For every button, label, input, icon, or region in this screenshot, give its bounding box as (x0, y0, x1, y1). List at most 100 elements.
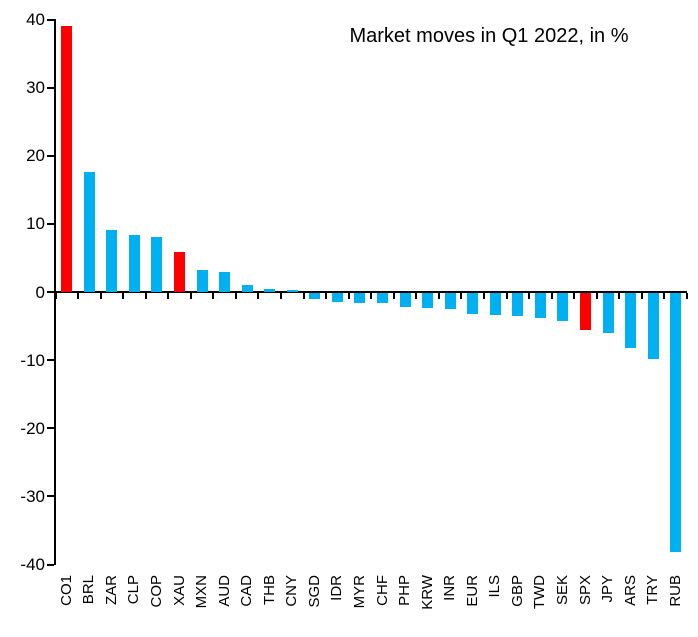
bar-zar (106, 230, 118, 292)
x-axis-label-eur: EUR (463, 575, 481, 607)
bar-spx (580, 293, 591, 330)
y-axis-tick (46, 18, 54, 21)
bar-aud (219, 271, 231, 292)
y-axis-tick (46, 427, 54, 430)
x-axis-label-gbp: GBP (508, 575, 526, 607)
bar-sgd (309, 293, 321, 300)
x-axis-label-clp: CLP (125, 575, 143, 605)
x-axis-tick (280, 293, 283, 299)
x-axis-tick (370, 293, 373, 299)
bar-eur (467, 293, 479, 315)
bar-cad (241, 285, 253, 292)
bar-krw (422, 293, 434, 308)
x-axis-tick (437, 293, 440, 299)
bar-ars (625, 293, 637, 348)
x-axis-tick (189, 293, 192, 299)
bar-mxn (196, 269, 208, 292)
x-axis-tick (77, 293, 80, 299)
x-axis-label-thb: THB (260, 575, 278, 605)
bar-cop (151, 236, 163, 292)
x-axis-label-idr: IDR (328, 575, 346, 601)
x-axis-tick (528, 293, 531, 299)
x-axis-tick (167, 293, 170, 299)
x-axis-tick (573, 293, 576, 299)
x-axis-label-php: PHP (396, 575, 414, 606)
y-axis-tick-label: 10 (26, 214, 45, 234)
x-axis-tick (483, 293, 486, 299)
y-axis-tick-label: -30 (20, 486, 45, 506)
bar-rub (670, 293, 682, 552)
y-axis-tick (46, 86, 54, 89)
x-axis-tick (212, 293, 215, 299)
bar-myr (354, 293, 366, 303)
x-axis-tick (144, 293, 147, 299)
bar-thb (264, 288, 276, 292)
y-axis-tick-label: 0 (35, 282, 45, 302)
x-axis-tick (54, 293, 57, 299)
chart-title: Market moves in Q1 2022, in % (349, 25, 629, 47)
bar-cny (286, 289, 298, 292)
x-axis-tick (460, 293, 463, 299)
x-axis-label-zar: ZAR (102, 575, 120, 605)
x-axis-label-cop: COP (147, 575, 165, 608)
x-axis-tick (392, 293, 395, 299)
x-axis-label-inr: INR (441, 575, 459, 601)
bar-jpy (602, 293, 614, 334)
bar-chf (377, 293, 389, 304)
x-axis-label-chf: CHF (373, 575, 391, 606)
y-axis-tick (46, 563, 54, 566)
x-axis-label-mxn: MXN (193, 575, 211, 609)
bar-sek (557, 293, 569, 321)
x-axis-tick (325, 293, 328, 299)
x-axis-tick (347, 293, 350, 299)
y-axis-tick (46, 359, 54, 362)
x-axis-line (53, 291, 687, 293)
bar-gbp (512, 293, 524, 317)
bar-brl (83, 172, 95, 292)
y-axis-tick-label: 20 (26, 146, 45, 166)
bar-co1 (61, 26, 73, 292)
x-axis-tick (257, 293, 260, 299)
x-axis-tick (550, 293, 553, 299)
x-axis-label-rub: RUB (666, 575, 684, 607)
bar-ils (489, 293, 501, 316)
x-axis-label-sek: SEK (553, 575, 571, 606)
x-axis-tick (415, 293, 418, 299)
x-axis-tick (618, 293, 621, 299)
y-axis-tick-label: 40 (26, 10, 45, 29)
y-axis-tick (46, 495, 54, 498)
x-axis-label-ils: ILS (486, 575, 504, 598)
x-axis-label-twd: TWD (531, 575, 549, 610)
x-axis-label-co1: CO1 (57, 575, 75, 606)
x-axis-label-cny: CNY (283, 575, 301, 607)
bar-clp (128, 234, 140, 292)
x-axis-label-sgd: SGD (305, 575, 323, 608)
x-axis-tick (505, 293, 508, 299)
x-axis-tick (99, 293, 102, 299)
y-axis-tick (46, 154, 54, 157)
x-axis-tick (640, 293, 643, 299)
y-axis-tick-label: -40 (20, 555, 45, 574)
x-axis-tick (663, 293, 666, 299)
y-axis-tick-label: 30 (26, 78, 45, 98)
x-axis-label-try: TRY (644, 575, 662, 605)
y-axis-tick (46, 291, 54, 293)
x-axis-label-brl: BRL (80, 575, 98, 605)
y-axis-tick (46, 222, 54, 225)
bar-idr (331, 293, 343, 302)
x-axis-label-ars: ARS (621, 575, 639, 606)
bar-xau (174, 251, 186, 292)
bar-php (399, 293, 411, 307)
bar-try (647, 293, 659, 360)
x-axis-label-aud: AUD (215, 575, 233, 607)
x-axis-tick (302, 293, 305, 299)
x-axis-label-cad: CAD (238, 575, 256, 607)
x-axis-tick (686, 293, 688, 299)
x-axis-tick (595, 293, 598, 299)
x-axis-tick (122, 293, 125, 299)
x-axis-label-myr: MYR (350, 575, 368, 609)
y-axis-tick-label: -10 (20, 350, 45, 370)
bar-twd (534, 293, 546, 318)
bar-inr (444, 293, 456, 309)
